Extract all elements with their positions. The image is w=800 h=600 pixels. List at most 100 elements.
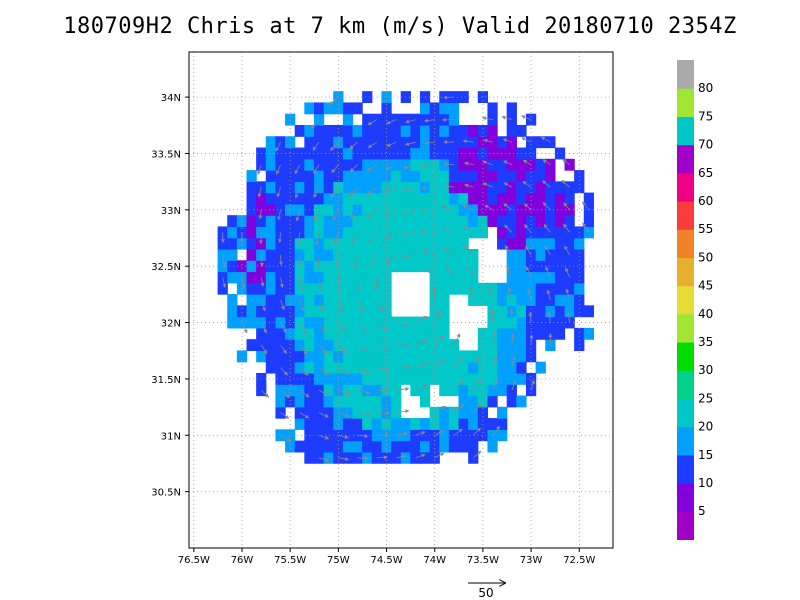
lat-tick-label: 33N	[161, 206, 181, 217]
wind-vector	[384, 209, 397, 217]
wind-speed-cell	[333, 305, 344, 318]
wind-speed-cell	[400, 170, 411, 182]
wind-speed-cell	[497, 226, 508, 239]
colorbar-swatch	[677, 172, 694, 202]
wind-speed-cell	[371, 271, 383, 284]
wind-speed-cell	[342, 203, 354, 216]
wind-speed-cell	[227, 237, 238, 250]
wind-speed-cell	[313, 237, 325, 250]
wind-speed-cell	[371, 226, 383, 239]
wind-speed-cell	[362, 215, 373, 228]
wind-speed-cell	[323, 203, 334, 216]
wind-speed-cell	[381, 339, 392, 352]
wind-vector	[404, 119, 416, 124]
wind-vector	[547, 311, 552, 323]
wind-vector	[421, 185, 435, 190]
wind-speed-cell	[371, 327, 383, 340]
colorbar-label: 40	[698, 307, 713, 321]
wind-speed-cell	[391, 440, 402, 453]
wind-speed-cell	[342, 226, 354, 239]
lon-tick-label: 75.5W	[274, 555, 306, 566]
wind-speed-cell	[294, 215, 305, 228]
wind-speed-cell	[285, 327, 296, 340]
wind-vector	[376, 367, 391, 372]
wind-speed-cell	[506, 305, 517, 318]
wind-vector	[453, 333, 461, 346]
wind-vector	[296, 232, 301, 244]
wind-speed-cell	[275, 158, 286, 171]
wind-speed-cell	[477, 327, 489, 340]
wind-vector	[434, 310, 441, 323]
wind-speed-cell	[265, 316, 277, 329]
wind-speed-cell	[487, 294, 498, 306]
wind-speed-cell	[554, 282, 566, 295]
wind-speed-cell	[506, 237, 517, 250]
lat-tick-label: 31N	[161, 431, 181, 442]
wind-speed-cell	[516, 350, 527, 363]
wind-speed-cell	[545, 181, 556, 194]
wind-vector	[294, 187, 301, 199]
wind-vector	[386, 254, 397, 264]
wind-speed-cell	[535, 136, 546, 149]
wind-speed-cell	[323, 260, 334, 273]
wind-speed-cell	[419, 237, 431, 250]
wind-speed-cell	[458, 395, 469, 408]
wind-speed-cell	[362, 361, 373, 374]
wind-vector	[299, 344, 308, 355]
wind-vector	[504, 224, 513, 233]
wind-speed-cell	[227, 294, 238, 306]
wind-speed-cell	[294, 192, 305, 205]
wind-speed-cell	[294, 327, 305, 340]
wind-vector	[338, 322, 347, 334]
wind-speed-cell	[400, 158, 411, 171]
wind-speed-cell	[564, 215, 575, 228]
wind-vector	[415, 362, 428, 369]
wind-vector	[511, 355, 516, 368]
wind-speed-cell	[525, 181, 537, 194]
wind-speed-cell	[256, 339, 267, 352]
wind-vector	[415, 339, 428, 346]
wind-vector	[318, 344, 328, 354]
wind-speed-cell	[362, 316, 373, 329]
wind-speed-cell	[487, 203, 498, 216]
wind-speed-cell	[400, 451, 411, 464]
wind-speed-cell	[313, 384, 325, 397]
wind-speed-cell	[448, 215, 460, 228]
wind-speed-cell	[497, 361, 508, 374]
wind-vector	[259, 254, 264, 267]
wind-speed-cell	[506, 158, 517, 171]
wind-speed-cell	[477, 215, 489, 228]
wind-speed-cell	[419, 124, 431, 137]
wind-speed-cell	[487, 316, 498, 329]
wind-speed-cell	[410, 361, 421, 374]
wind-speed-cell	[265, 294, 277, 306]
wind-speed-cell	[381, 248, 392, 261]
wind-speed-cell	[516, 158, 527, 171]
wind-speed-cell	[506, 248, 517, 261]
wind-speed-cell	[313, 440, 325, 453]
wind-speed-cell	[265, 215, 277, 228]
wind-speed-cell	[294, 147, 305, 160]
wind-speed-cell	[458, 136, 469, 149]
wind-speed-cell	[564, 305, 575, 318]
wind-speed-cell	[419, 102, 431, 115]
wind-speed-cell	[439, 440, 450, 453]
wind-speed-cell	[371, 203, 383, 216]
wind-speed-cell	[583, 305, 595, 318]
wind-speed-cell	[410, 147, 421, 160]
wind-speed-cell	[294, 158, 305, 171]
wind-speed-cell	[477, 91, 489, 104]
colorbar-label: 30	[698, 363, 713, 377]
wind-speed-cell	[342, 147, 354, 160]
wind-speed-cell	[391, 395, 402, 408]
wind-vector	[472, 403, 482, 413]
wind-speed-cell	[313, 124, 325, 137]
wind-speed-cell	[400, 440, 411, 453]
wind-speed-cell	[381, 316, 392, 329]
wind-speed-cell	[323, 361, 334, 374]
wind-speed-cell	[333, 395, 344, 408]
wind-speed-cell	[342, 271, 354, 284]
wind-speed-cell	[525, 147, 537, 160]
wind-speed-cell	[497, 316, 508, 329]
wind-speed-cell	[285, 136, 296, 149]
